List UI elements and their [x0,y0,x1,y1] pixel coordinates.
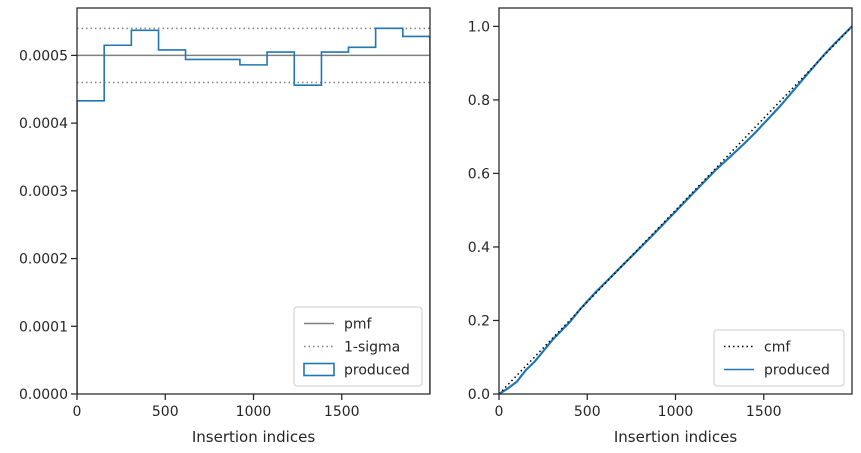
x-tick-label: 0 [495,404,504,420]
y-tick-label: 0.0 [468,387,490,403]
produced-line [499,25,852,394]
plot-area [77,27,430,394]
legend-label-1-sigma: 1-sigma [344,340,400,356]
x-tick-label: 1500 [324,404,360,420]
x-tick-label: 1000 [236,404,272,420]
y-tick-label: 0.0001 [19,319,68,335]
legend-label-cmf: cmf [764,340,791,356]
legend: cmf produced [713,329,845,387]
y-tick-label: 0.0004 [19,116,68,132]
y-tick-label: 0.0005 [19,48,68,64]
legend-box [713,329,845,387]
y-tick-label: 0.2 [468,313,490,329]
y-tick-label: 0.0000 [19,387,68,403]
x-tick-label: 1500 [746,404,782,420]
x-axis-label: Insertion indices [192,428,315,446]
chart-panel-2: 0 500 1000 1500 0.0 0.2 0.4 0.6 0.8 1.0 Insertion … [468,7,853,446]
legend-box [293,306,423,387]
x-tick-label: 500 [574,404,601,420]
x-tick-label: 0 [73,404,82,420]
y-tick-label: 0.0003 [19,184,68,200]
chart-panel-1: 0 500 1000 1500 0.0000 0.0001 0.0002 0.0003 0.00… [19,7,431,446]
x-axis-label: Insertion indices [614,428,737,446]
x-tick-label: 1000 [658,404,694,420]
produced-histogram [77,27,430,394]
legend-label-produced: produced [764,363,830,379]
legend-swatch-produced [303,362,335,377]
y-tick-label: 1.0 [468,19,490,35]
y-tick-label: 0.0002 [19,252,68,268]
y-tick-label: 0.8 [468,93,490,109]
legend-label-pmf: pmf [344,317,373,333]
plot-area [499,25,852,394]
x-tick-label: 500 [152,404,179,420]
legend: pmf 1-sigma produced [293,306,423,387]
y-tick-label: 0.4 [468,240,490,256]
y-tick-label: 0.6 [468,166,490,182]
legend-label-produced: produced [344,363,410,379]
